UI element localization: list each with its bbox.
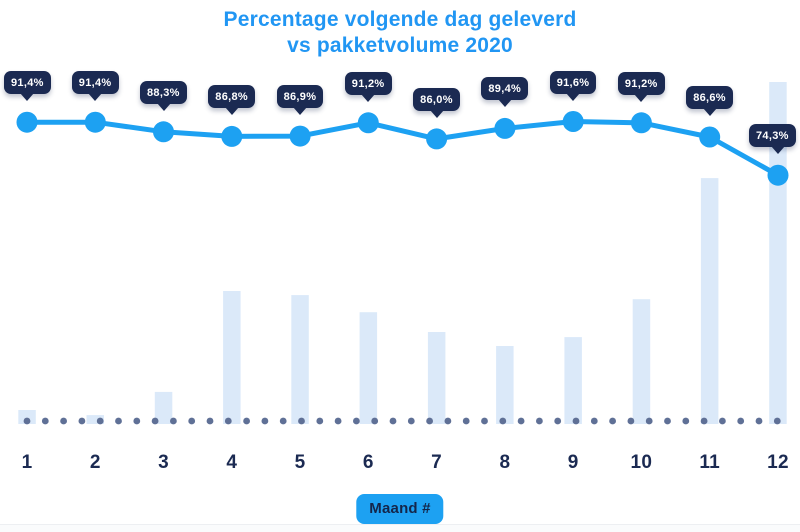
volume-bar	[291, 295, 309, 424]
baseline-dot	[151, 417, 159, 425]
volume-bar	[223, 291, 241, 424]
baseline-dot	[170, 417, 177, 425]
baseline-dot	[609, 417, 616, 425]
volume-bar	[154, 391, 173, 424]
data-point-marker	[767, 164, 789, 186]
baseline-dot	[700, 417, 708, 425]
chart-title-line2: vs pakketvolume 2020	[287, 34, 513, 57]
baseline-dot	[627, 417, 635, 425]
baseline-dot	[536, 417, 543, 425]
baseline-dot	[41, 417, 49, 425]
data-point-marker	[84, 111, 106, 133]
baseline-dot	[334, 417, 342, 425]
baseline-dot	[353, 417, 360, 425]
baseline-dot	[572, 417, 580, 425]
baseline-dot	[737, 417, 745, 425]
data-point-marker	[357, 112, 379, 134]
baseline-dot	[243, 417, 251, 425]
baseline-dot	[462, 417, 470, 425]
percentage-line	[24, 119, 781, 178]
data-point-marker	[562, 111, 584, 132]
baseline-dot	[426, 417, 433, 425]
volume-bar	[769, 82, 787, 424]
baseline-dot	[590, 417, 598, 425]
baseline-dot	[682, 417, 690, 425]
data-point-marker	[494, 117, 516, 139]
volume-bar	[700, 178, 719, 424]
baseline-dot	[298, 417, 305, 425]
volume-bar	[18, 410, 36, 424]
data-point-marker	[630, 112, 652, 134]
baseline-dot	[60, 417, 67, 425]
baseline-dot	[133, 417, 141, 425]
bottom-edge	[0, 524, 800, 532]
baseline-dot	[499, 417, 507, 425]
baseline-dot	[554, 417, 562, 425]
data-point-marker	[699, 126, 721, 148]
baseline-dot	[719, 417, 726, 425]
baseline-dot	[224, 417, 232, 425]
baseline-dot	[206, 417, 214, 425]
chart-title-line1: Percentage volgende dag geleverd	[223, 8, 577, 31]
chart-title: Percentage volgende dag geleverd vs pakk…	[0, 7, 800, 59]
baseline-dot	[371, 417, 379, 425]
x-axis-label-badge: Maand #	[356, 494, 444, 524]
baseline-dot	[96, 417, 104, 425]
volume-bar	[496, 346, 514, 424]
baseline-dot	[755, 417, 763, 425]
baseline-dot	[444, 417, 452, 425]
volume-bar	[359, 312, 378, 424]
data-point-marker	[153, 121, 174, 143]
volume-bar	[427, 332, 446, 424]
baseline-dot	[316, 417, 324, 425]
baseline-dot	[23, 417, 31, 425]
baseline-dot	[389, 417, 397, 425]
baseline-dot	[481, 417, 488, 425]
volume-bar	[632, 299, 651, 424]
baseline-dot	[115, 417, 122, 425]
baseline-dot	[645, 417, 653, 425]
baseline-dot	[664, 417, 671, 425]
baseline-dot	[407, 417, 415, 425]
baseline-dot	[279, 417, 287, 425]
baseline-dot	[773, 417, 781, 425]
data-point-marker	[289, 125, 311, 147]
baseline-dot	[517, 417, 525, 425]
volume-bar	[564, 337, 582, 424]
data-point-marker	[221, 125, 243, 147]
data-point-marker	[426, 128, 448, 150]
baseline-dot	[261, 417, 269, 425]
baseline-dot	[78, 417, 86, 425]
volume-bar	[86, 415, 104, 424]
baseline-dot	[188, 417, 196, 425]
data-point-marker	[16, 111, 38, 133]
